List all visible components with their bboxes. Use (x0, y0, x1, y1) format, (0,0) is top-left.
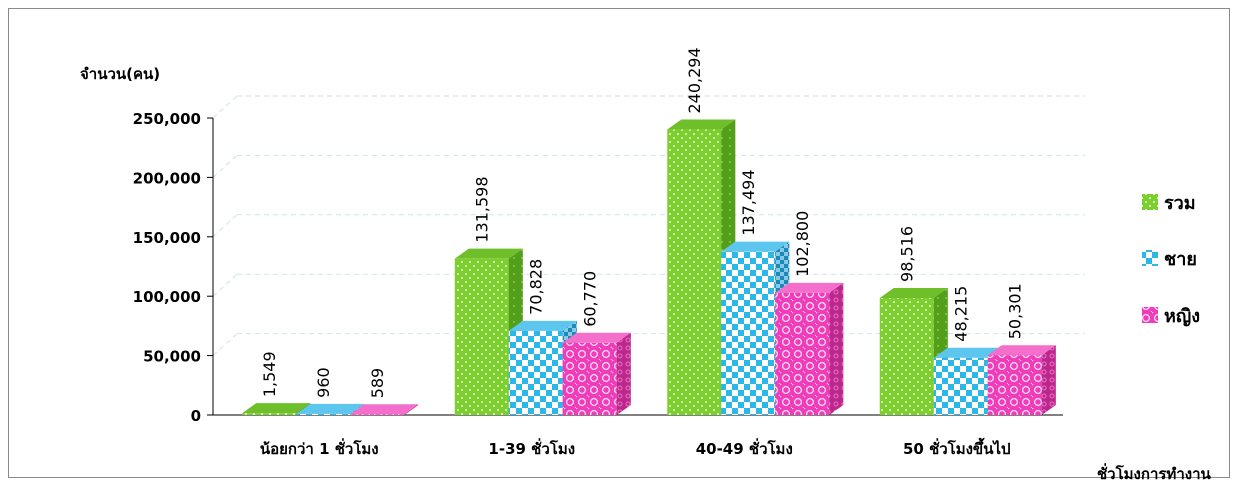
gridline-depth (212, 273, 238, 297)
bar-หญิง-4 (987, 355, 1042, 415)
bar-side-texture (404, 404, 419, 415)
gridline-depth (212, 214, 238, 238)
bar-top (350, 404, 419, 415)
y-tick-label: 250,000 (133, 110, 201, 128)
bar-top (721, 241, 790, 252)
legend-swatch (1142, 307, 1158, 323)
data-label: 960 (314, 367, 333, 398)
bar-top (296, 403, 365, 414)
gridline-depth (212, 333, 238, 356)
bar-ชาย-1 (296, 413, 351, 415)
x-tick-label: 1-39 ชั่วโมง (488, 438, 575, 458)
bar-top (454, 248, 523, 259)
bar-top (562, 332, 631, 343)
legend-label: ชาย (1164, 249, 1197, 270)
data-label: 240,294 (685, 47, 704, 113)
bar-top (987, 345, 1056, 356)
data-label: 102,800 (793, 211, 812, 277)
bar-top (508, 320, 577, 331)
data-label: 48,215 (952, 286, 971, 342)
data-label: 70,828 (527, 259, 546, 315)
y-tick-label: 50,000 (143, 348, 201, 366)
data-label: 98,516 (898, 226, 917, 282)
legend-label: หญิง (1164, 306, 1200, 327)
data-label: 50,301 (1006, 283, 1025, 339)
y-tick-label: 100,000 (133, 288, 201, 306)
x-tick-label: น้อยกว่า 1 ชั่วโมง (260, 438, 379, 458)
bar-หญิง-2 (562, 342, 617, 415)
gridline-depth (212, 155, 238, 178)
x-tick-label: 50 ชั่วโมงขึ้นไป (903, 437, 1011, 458)
bar-top (775, 282, 844, 293)
y-axis-title: จำนวน(คน) (80, 65, 160, 83)
bar-หญิง-3 (775, 292, 830, 415)
bar-top (879, 287, 948, 298)
legend-label: รวม (1164, 193, 1196, 214)
x-axis-title: ชั่วโมงการทำงาน (1097, 463, 1211, 483)
legend-swatch (1142, 194, 1158, 210)
y-tick-label: 200,000 (133, 169, 201, 187)
bar-top (667, 119, 736, 130)
bar-ชาย-2 (508, 330, 563, 415)
bar-top (933, 347, 1002, 358)
bar-รวม-1 (242, 413, 297, 415)
bar-ชาย-4 (933, 357, 988, 415)
bar-top (242, 403, 311, 414)
bar-รวม-2 (454, 258, 509, 415)
data-label: 137,494 (739, 169, 758, 235)
y-tick-label: 150,000 (133, 229, 201, 247)
x-tick-label: 40-49 ชั่วโมง (696, 438, 793, 458)
data-label: 131,598 (473, 176, 492, 242)
legend-swatch (1142, 250, 1158, 266)
bar-side-texture (616, 332, 631, 415)
data-label: 1,549 (260, 351, 279, 397)
bar-ชาย-3 (721, 251, 776, 415)
bar-side-texture (829, 282, 844, 415)
bar-side-texture (1041, 345, 1056, 415)
data-label: 589 (368, 368, 387, 399)
bar-รวม-4 (879, 297, 934, 415)
data-label: 60,770 (581, 271, 600, 327)
y-tick-label: 0 (191, 407, 201, 425)
chart-frame (8, 8, 1230, 478)
bar-หญิง-1 (350, 414, 405, 415)
bar-รวม-3 (667, 129, 722, 415)
gridline-depth (212, 95, 238, 119)
